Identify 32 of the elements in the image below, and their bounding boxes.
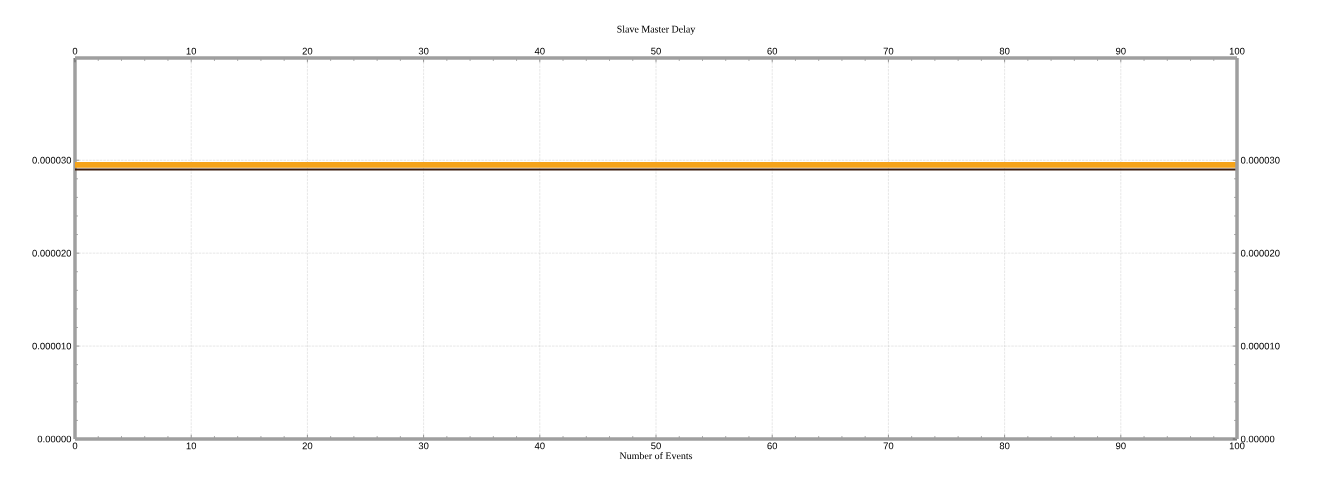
x-tick-label: 100 <box>1229 47 1245 55</box>
x2-tick-label: 60 <box>767 442 778 450</box>
y-tick-label: 0.000020 <box>1240 249 1280 257</box>
y-tick-label: 0.00000 <box>1240 435 1275 443</box>
y2-tick-label: 0.00000 <box>37 435 72 443</box>
x2-tick-label: 80 <box>999 442 1010 450</box>
x-tick-label: 50 <box>651 47 661 55</box>
x2-tick-label: 90 <box>1115 442 1126 450</box>
y-tick-label: 0.000010 <box>1240 342 1280 350</box>
y2-tick-label: 0.000020 <box>32 249 72 257</box>
x-axis-title: Number of Events <box>619 452 693 460</box>
x-tick-label: 10 <box>186 47 197 55</box>
y-tick-label: 0.000030 <box>1240 156 1280 164</box>
x-tick-label: 20 <box>302 47 313 55</box>
x2-tick-label: 40 <box>534 442 545 450</box>
x-tick-label: 80 <box>999 47 1010 55</box>
x2-tick-label: 30 <box>418 442 429 450</box>
x2-tick-label: 50 <box>651 442 661 450</box>
chart-title: Slave Master Delay <box>617 25 696 35</box>
x-tick-label: 0 <box>72 47 78 55</box>
x2-tick-label: 0 <box>72 442 78 450</box>
x-tick-label: 70 <box>883 47 894 55</box>
x-tick-label: 60 <box>767 47 778 55</box>
x-tick-label: 30 <box>418 47 429 55</box>
x2-tick-label: 100 <box>1229 442 1245 450</box>
y2-tick-label: 0.000030 <box>32 156 72 164</box>
x2-tick-label: 10 <box>186 442 197 450</box>
x2-tick-label: 20 <box>302 442 313 450</box>
x2-tick-label: 70 <box>883 442 894 450</box>
x-tick-label: 90 <box>1115 47 1126 55</box>
y2-tick-label: 0.000010 <box>32 342 72 350</box>
x-tick-label: 40 <box>534 47 545 55</box>
